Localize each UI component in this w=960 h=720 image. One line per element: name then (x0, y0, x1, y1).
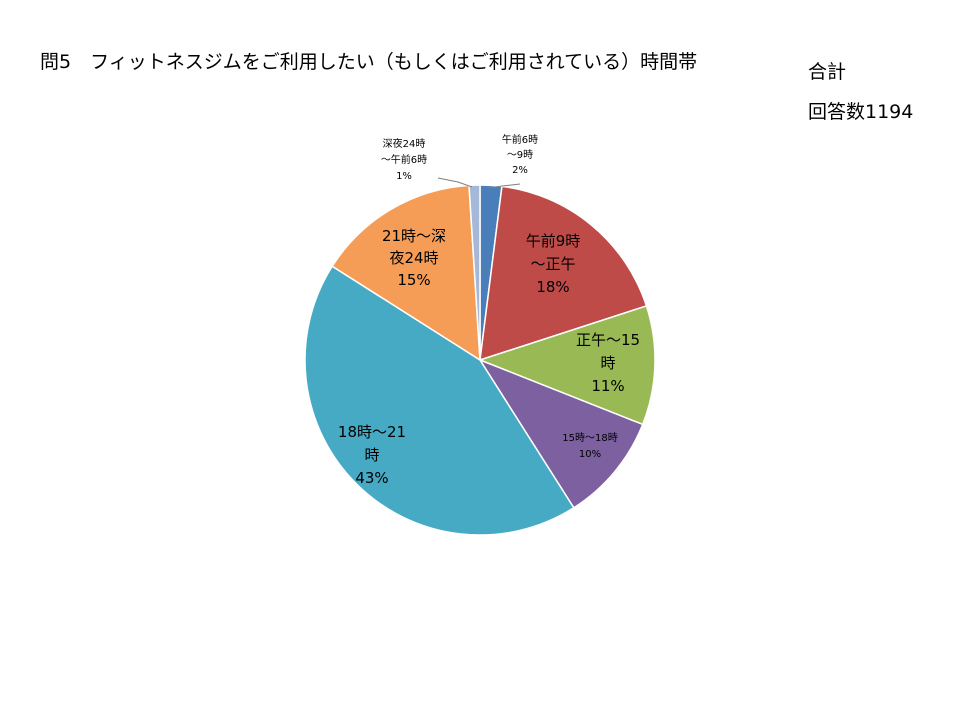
pie-slice (477, 304, 656, 426)
total-label: 合計 (808, 61, 847, 83)
leader-lines (437, 177, 521, 189)
slice-percent: 10% (579, 449, 601, 460)
slice-percent: 43% (355, 469, 388, 487)
slice-label-line: 21時～深 (382, 227, 446, 245)
slice-label-line: ～正午 (530, 255, 575, 273)
pie-slice (478, 358, 644, 509)
slice-label: 21時～深夜24時 15% (382, 227, 446, 289)
chart-title: 問5 フィットネスジムをご利用したい（もしくはご利用されている）時間帯 (40, 51, 698, 73)
slice-percent: 11% (591, 377, 624, 395)
pie-slice (479, 185, 648, 362)
slice-labels: 午前6時 ～9時 2% 午前9時 ～正午 18% 正午～15 時 11% 15時～18時 10% 18… (338, 133, 640, 487)
pie-slice (468, 184, 481, 361)
slice-label-line: 午前6時 (502, 133, 538, 146)
slice-label-line: 深夜24時 (383, 137, 426, 150)
slice-label: 午前6時 ～9時 2% (502, 133, 538, 176)
slice-label: 18時～21 時 43% (338, 423, 406, 487)
pie-slices (304, 184, 656, 536)
slice-label-line: 午前9時 (526, 232, 581, 250)
slice-label-line: 18時～21 (338, 423, 406, 441)
slice-percent: 1% (396, 171, 412, 182)
slice-percent: 15% (397, 271, 430, 289)
slice-label-line: ～午前6時 (381, 153, 427, 166)
slice-label-line: 時 (600, 354, 615, 372)
pie-slice (331, 184, 481, 362)
leader-line (487, 183, 521, 189)
slice-label: 正午～15 時 11% (576, 331, 640, 395)
slice-label-line: 15時～18時 (562, 432, 617, 444)
slice-label: 深夜24時 ～午前6時 1% (381, 137, 427, 182)
slice-label-line: 正午～15 (576, 331, 640, 349)
slice-label-line: 夜24時 (389, 249, 438, 267)
slice-percent: 2% (512, 165, 528, 176)
leader-line (437, 177, 473, 188)
response-count-label: 回答数1194 (808, 101, 914, 123)
slice-label-line: ～9時 (507, 149, 533, 161)
slice-percent: 18% (536, 278, 569, 296)
slice-label: 15時～18時 10% (562, 432, 617, 460)
slice-label-line: 時 (364, 446, 379, 464)
pie-slice (304, 265, 575, 536)
slice-label: 午前9時 ～正午 18% (526, 232, 581, 296)
